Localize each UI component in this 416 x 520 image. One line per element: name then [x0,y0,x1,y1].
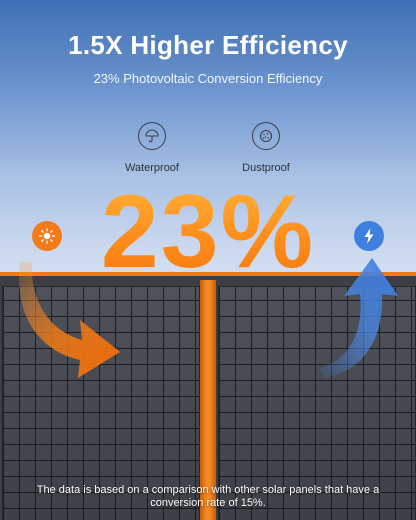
page-title: 1.5X Higher Efficiency [68,30,348,60]
lightning-bolt-icon [354,221,384,251]
feature-label: Dustproof [242,162,290,174]
sun-icon [32,221,62,251]
footnote: The data is based on a comparison with o… [36,484,380,509]
dust-icon [252,122,280,150]
panel-hinge [200,280,216,520]
feature-label: Waterproof [124,162,179,174]
efficiency-value: 23% [0,180,416,284]
umbrella-rain-icon [138,122,166,150]
solar-cells-right [218,286,416,520]
page-subtitle: 23% Photovoltaic Conversion Efficiency [93,71,323,86]
feature-dustproof: Dustproof [221,122,311,174]
solar-panel [0,272,416,520]
feature-waterproof: Waterproof [107,122,197,174]
